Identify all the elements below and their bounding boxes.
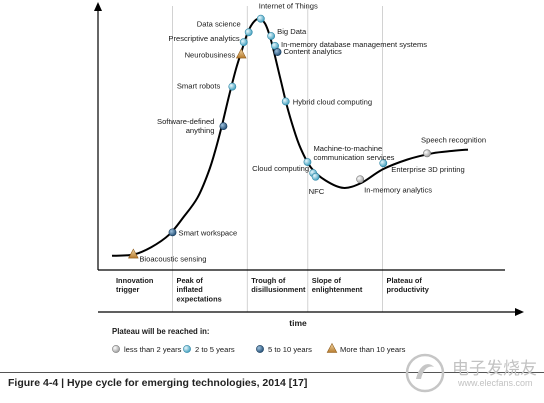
legend: Plateau will be reached in: less than 2 …: [112, 327, 406, 354]
legend-marker: [112, 345, 120, 353]
figure-caption: Figure 4-4 | Hype cycle for emerging tec…: [8, 377, 308, 389]
technology-marker: [379, 159, 388, 168]
technology-marker: [219, 122, 228, 131]
technology-marker: [128, 248, 139, 259]
legend-marker: [326, 342, 338, 353]
x-axis-arrowhead: [515, 308, 524, 316]
phase-label: Trough of: [251, 276, 286, 285]
technology-label: Hybrid cloud computing: [293, 97, 372, 106]
legend-label: 2 to 5 years: [195, 345, 235, 354]
caption-rule: [0, 372, 544, 373]
technology-label: Prescriptive analytics: [168, 34, 240, 43]
phase-label: productivity: [387, 285, 430, 294]
technology-marker: [273, 48, 282, 56]
technology-label: In-memory analytics: [364, 185, 432, 194]
x-axis-label: time: [289, 318, 307, 328]
phase-label: trigger: [116, 285, 140, 294]
technology-labels: Internet of Things Data science Prescripti…: [139, 2, 486, 264]
y-axis-arrowhead: [94, 2, 102, 11]
technology-marker: [235, 48, 247, 59]
watermark-cn: 电子发烧友: [452, 359, 537, 379]
technology-label: In-memory database management systems: [281, 40, 427, 49]
technology-label: Data science: [197, 19, 241, 28]
legend-label: 5 to 10 years: [268, 345, 312, 354]
phase-label: Peak of: [177, 276, 204, 285]
phase-label: disillusionment: [251, 285, 306, 294]
technology-label: NFC: [309, 187, 325, 196]
legend-title: Plateau will be reached in:: [112, 327, 210, 336]
technology-marker: [228, 82, 237, 91]
axes: time: [94, 2, 524, 328]
phase-label: Plateau of: [387, 276, 423, 285]
technology-marker: [168, 228, 177, 237]
elecfans-logo-icon: [405, 353, 445, 393]
technology-label: Smart robots: [177, 82, 221, 91]
technology-label: Smart workspace: [179, 228, 238, 237]
phase-label: Innovation: [116, 276, 154, 285]
technology-label: Software-defined: [157, 117, 214, 126]
technology-label: Machine-to-machine: [313, 144, 382, 153]
technology-marker: [303, 158, 312, 166]
technology-label: Bioacoustic sensing: [139, 255, 206, 264]
technology-marker: [311, 172, 320, 181]
legend-label: More than 10 years: [340, 345, 406, 354]
technology-label: Speech recognition: [421, 135, 486, 144]
technology-marker: [256, 14, 265, 23]
technology-label: Cloud computing: [252, 164, 309, 173]
technology-markers: [128, 14, 431, 259]
legend-marker: [183, 345, 191, 353]
technology-label: Content analytics: [284, 47, 342, 56]
technology-marker: [423, 149, 431, 158]
technology-label: Neurobusiness: [185, 51, 236, 60]
technology-marker: [356, 175, 365, 184]
technology-label: Big Data: [277, 27, 307, 36]
technology-label: communication services: [313, 153, 394, 162]
technology-marker: [281, 97, 290, 106]
technology-label: anything: [186, 126, 215, 135]
phase-label: enlightenment: [312, 285, 363, 294]
technology-label: Internet of Things: [259, 2, 318, 11]
phase-label: expectations: [177, 294, 222, 303]
phase-label: inflated: [177, 285, 204, 294]
watermark-en: www.elecfans.com: [458, 378, 533, 388]
technology-marker: [244, 28, 253, 37]
legend-marker: [256, 345, 264, 353]
phase-label: Slope of: [312, 276, 342, 285]
technology-label: Enterprise 3D printing: [391, 165, 464, 174]
technology-marker: [239, 38, 248, 47]
technology-marker: [267, 32, 276, 40]
legend-label: less than 2 years: [124, 345, 182, 354]
